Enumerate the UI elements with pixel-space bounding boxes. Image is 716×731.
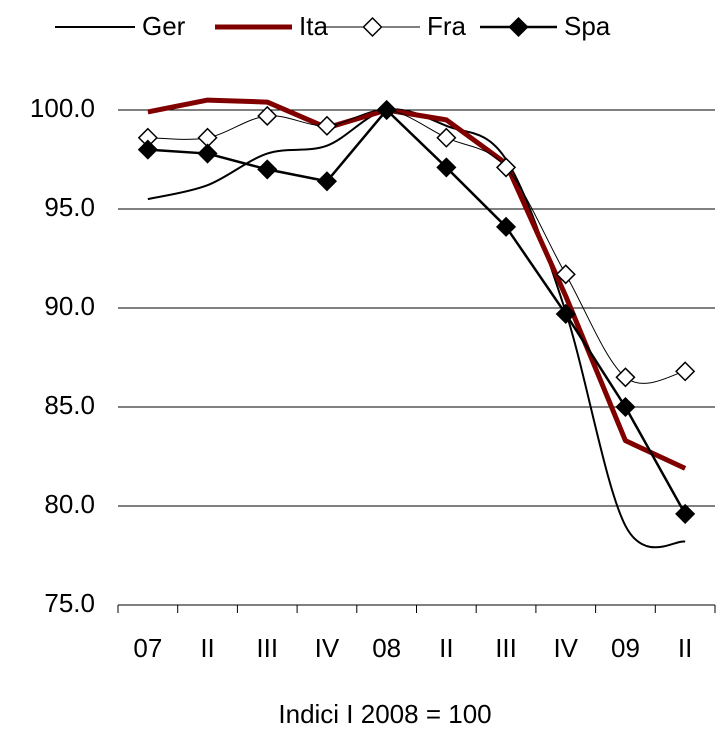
x-tick-label: IV (315, 633, 340, 663)
legend-label: Ger (142, 11, 186, 41)
x-tick-label: IV (553, 633, 578, 663)
point-marker (555, 264, 576, 285)
x-axis-label: Indici I 2008 = 100 (278, 699, 491, 729)
y-tick-label: 95.0 (44, 192, 95, 222)
legend-label: Spa (564, 11, 611, 41)
point-marker (495, 216, 517, 237)
point-marker (436, 127, 457, 148)
series-line (147, 97, 687, 471)
point-marker (197, 143, 218, 164)
x-tick-label: 09 (611, 633, 640, 663)
y-tick-label: 80.0 (44, 489, 95, 519)
series-line (147, 109, 686, 384)
point-marker (675, 503, 696, 524)
point-marker (257, 105, 278, 127)
x-tick-label: II (439, 633, 453, 663)
legend-marker (508, 16, 529, 38)
y-tick-label: 100.0 (30, 93, 95, 123)
point-marker (555, 303, 576, 325)
point-marker (137, 139, 158, 160)
series-line (147, 108, 687, 515)
point-marker (615, 396, 636, 418)
x-tick-label: 08 (372, 633, 401, 663)
point-marker (316, 171, 338, 192)
legend-label: Ita (299, 11, 328, 41)
y-tick-label: 75.0 (44, 588, 95, 618)
legend-label: Fra (427, 11, 467, 41)
point-marker (376, 99, 397, 121)
legend-marker (362, 16, 383, 38)
y-tick-label: 85.0 (44, 390, 95, 420)
x-tick-label: III (495, 633, 517, 663)
point-marker (495, 157, 517, 178)
point-marker (615, 367, 636, 388)
x-tick-label: II (200, 633, 214, 663)
y-tick-label: 90.0 (44, 291, 95, 321)
series-line (147, 108, 686, 549)
x-tick-label: 07 (133, 633, 162, 663)
x-tick-label: III (256, 633, 278, 663)
x-tick-label: II (678, 633, 692, 663)
point-marker (436, 157, 457, 178)
point-marker (675, 361, 696, 382)
point-marker (257, 159, 278, 180)
point-marker (316, 115, 338, 136)
